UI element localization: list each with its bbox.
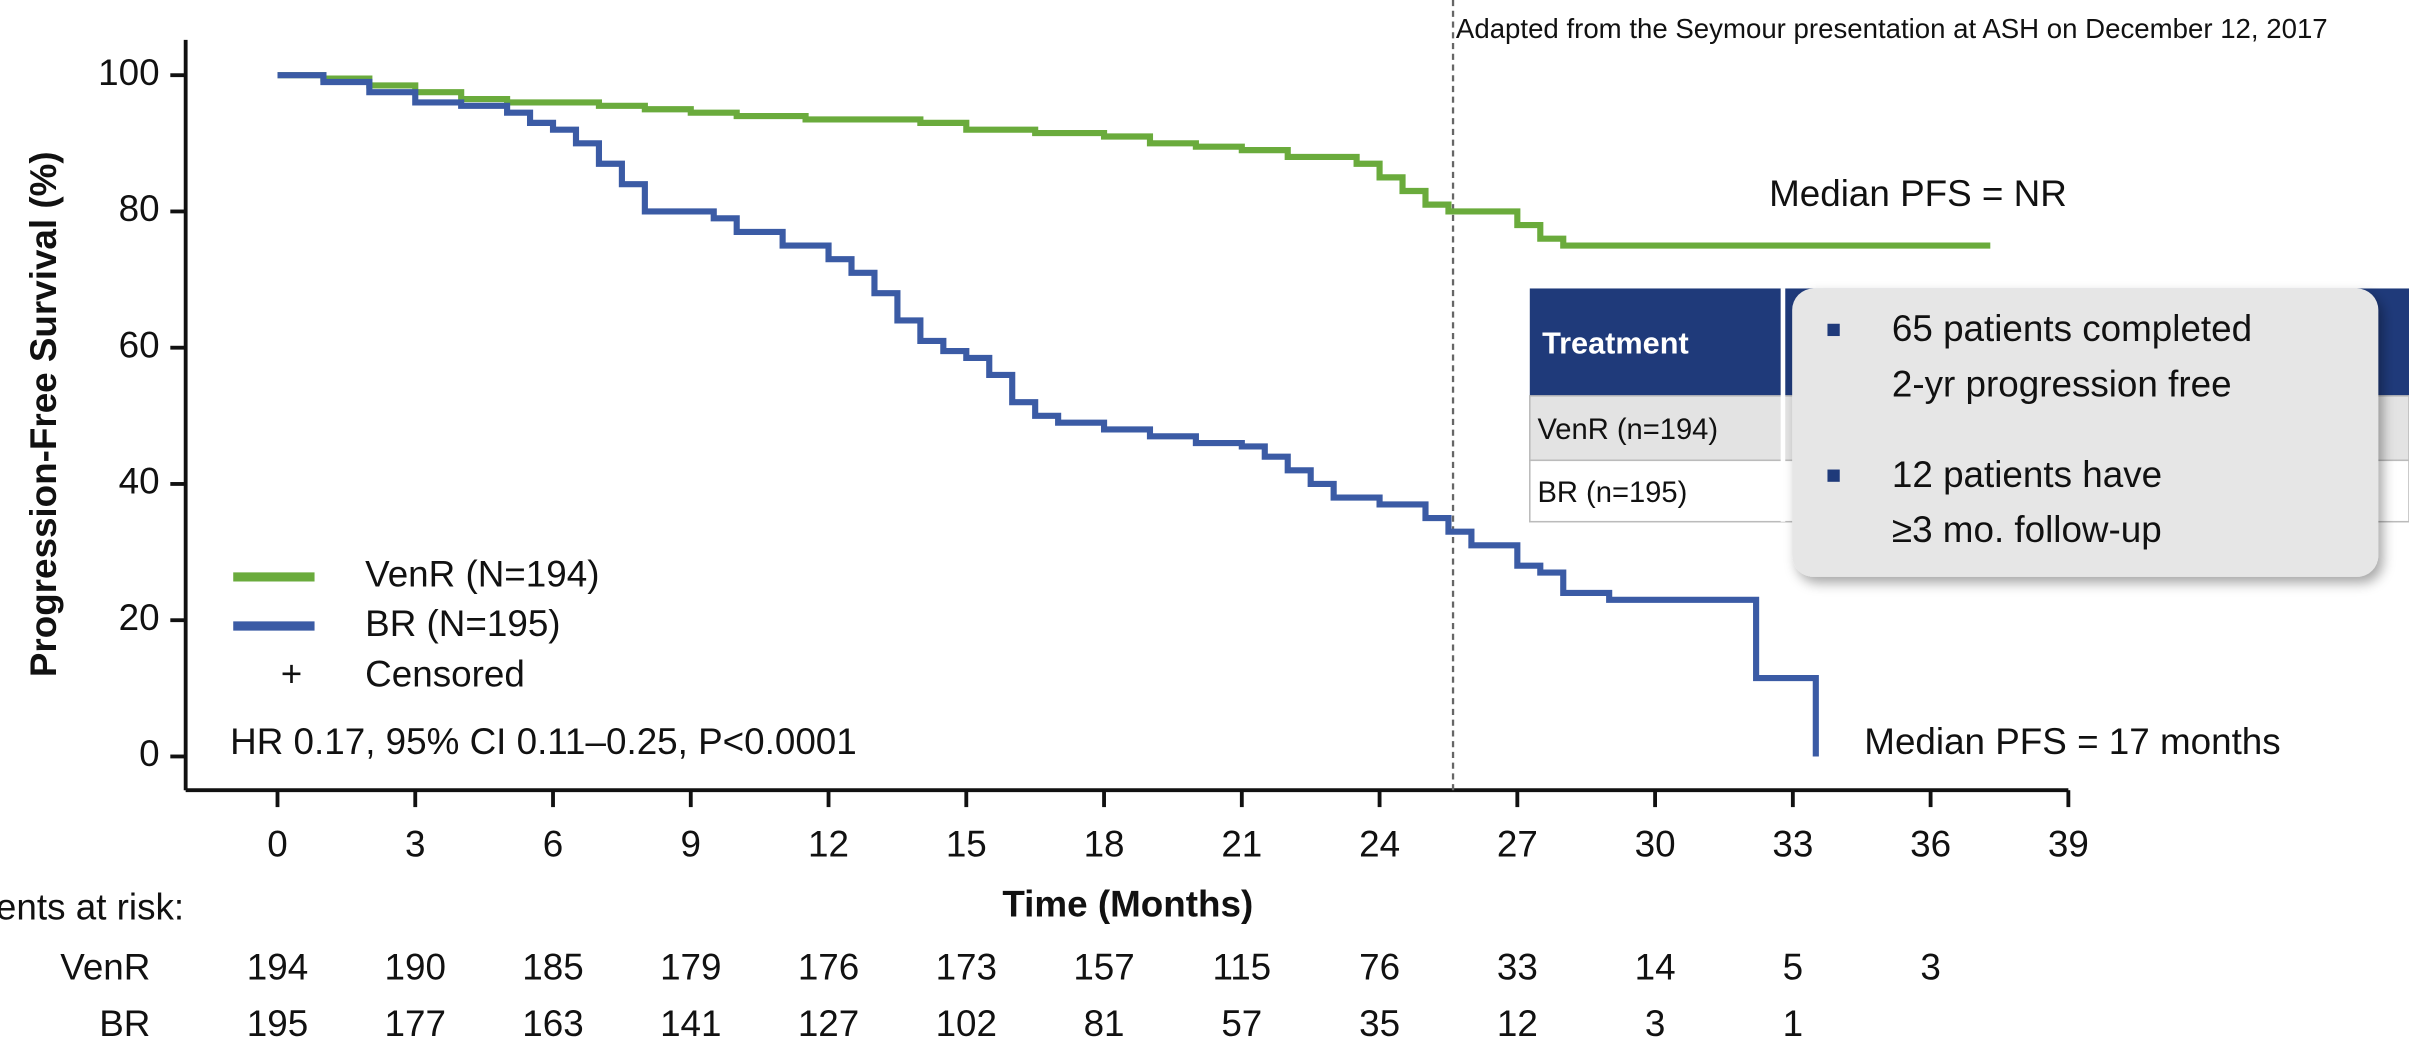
legend-label: BR (N=195) xyxy=(365,603,560,644)
x-tick-label: 15 xyxy=(946,824,987,865)
risk-value: 102 xyxy=(936,1003,997,1044)
legend-label: Censored xyxy=(365,653,525,694)
risk-title: Patients at risk: xyxy=(0,887,184,928)
survival-curve xyxy=(277,72,1991,249)
risk-value: 190 xyxy=(385,946,446,987)
risk-value: 173 xyxy=(936,946,997,987)
legend-marker: + xyxy=(281,653,303,694)
y-tick-label: 80 xyxy=(119,188,160,229)
callout-text: ≥3 mo. follow-up xyxy=(1892,509,2162,550)
legend-label: VenR (N=194) xyxy=(365,554,599,595)
risk-value: 76 xyxy=(1359,946,1400,987)
callout-text: 12 patients have xyxy=(1892,454,2162,495)
x-tick-label: 24 xyxy=(1359,824,1400,865)
callout-box xyxy=(1792,288,2379,577)
x-axis-title: Time (Months) xyxy=(1002,884,1253,925)
y-tick-label: 100 xyxy=(98,52,159,93)
x-tick-label: 12 xyxy=(808,824,849,865)
y-axis-title: Progression-Free Survival (%) xyxy=(23,151,64,677)
risk-value: 194 xyxy=(247,946,308,987)
hr-annotation: HR 0.17, 95% CI 0.11–0.25, P<0.0001 xyxy=(230,721,857,762)
callout-text: 2-yr progression free xyxy=(1892,363,2232,404)
risk-value: 163 xyxy=(522,1003,583,1044)
x-tick-label: 21 xyxy=(1221,824,1262,865)
risk-value: 127 xyxy=(798,1003,859,1044)
risk-value: 81 xyxy=(1084,1003,1125,1044)
bullet xyxy=(1827,469,1840,482)
risk-row-label: BR xyxy=(99,1003,150,1044)
risk-value: 12 xyxy=(1497,1003,1538,1044)
x-tick-label: 27 xyxy=(1497,824,1538,865)
x-tick-label: 3 xyxy=(405,824,425,865)
bullet xyxy=(1827,323,1840,337)
risk-value: 179 xyxy=(660,946,721,987)
risk-value: 35 xyxy=(1359,1003,1400,1044)
risk-value: 176 xyxy=(798,946,859,987)
risk-value: 185 xyxy=(522,946,583,987)
risk-value: 5 xyxy=(1783,946,1803,987)
median-annotation: Median PFS = 17 months xyxy=(1864,721,2280,762)
x-tick-label: 18 xyxy=(1084,824,1125,865)
risk-value: 3 xyxy=(1920,946,1940,987)
callout: 65 patients completed 2-yr progression f… xyxy=(1792,288,2379,577)
risk-value: 141 xyxy=(660,1003,721,1044)
risk-value: 14 xyxy=(1635,946,1676,987)
risk-value: 1 xyxy=(1783,1003,1803,1044)
x-tick-label: 39 xyxy=(2048,824,2089,865)
risk-value: 57 xyxy=(1221,1003,1262,1044)
x-tick-label: 9 xyxy=(681,824,701,865)
risk-value: 195 xyxy=(247,1003,308,1044)
x-tick-label: 0 xyxy=(267,824,287,865)
table-header: Treatment xyxy=(1542,325,1689,360)
risk-value: 157 xyxy=(1073,946,1134,987)
risk-value: 177 xyxy=(385,1003,446,1044)
risk-row-label: VenR xyxy=(60,946,150,987)
survival-curve xyxy=(277,72,1819,757)
risk-value: 115 xyxy=(1212,946,1271,987)
risk-value: 3 xyxy=(1645,1003,1665,1044)
table-cell: VenR (n=194) xyxy=(1537,414,1718,446)
median-annotation: Median PFS = NR xyxy=(1769,173,2067,214)
source-note: Adapted from the Seymour presentation at… xyxy=(1456,13,2328,44)
y-tick-label: 40 xyxy=(119,461,160,502)
callout-text: 65 patients completed xyxy=(1892,308,2252,349)
y-tick-label: 60 xyxy=(119,324,160,365)
x-tick-label: 30 xyxy=(1635,824,1676,865)
x-tick-label: 33 xyxy=(1772,824,1813,865)
y-tick-label: 20 xyxy=(119,597,160,638)
y-tick-label: 0 xyxy=(139,733,159,774)
x-tick-label: 6 xyxy=(543,824,563,865)
table-cell: BR (n=195) xyxy=(1537,477,1687,509)
x-tick-label: 36 xyxy=(1910,824,1951,865)
risk-value: 33 xyxy=(1497,946,1538,987)
